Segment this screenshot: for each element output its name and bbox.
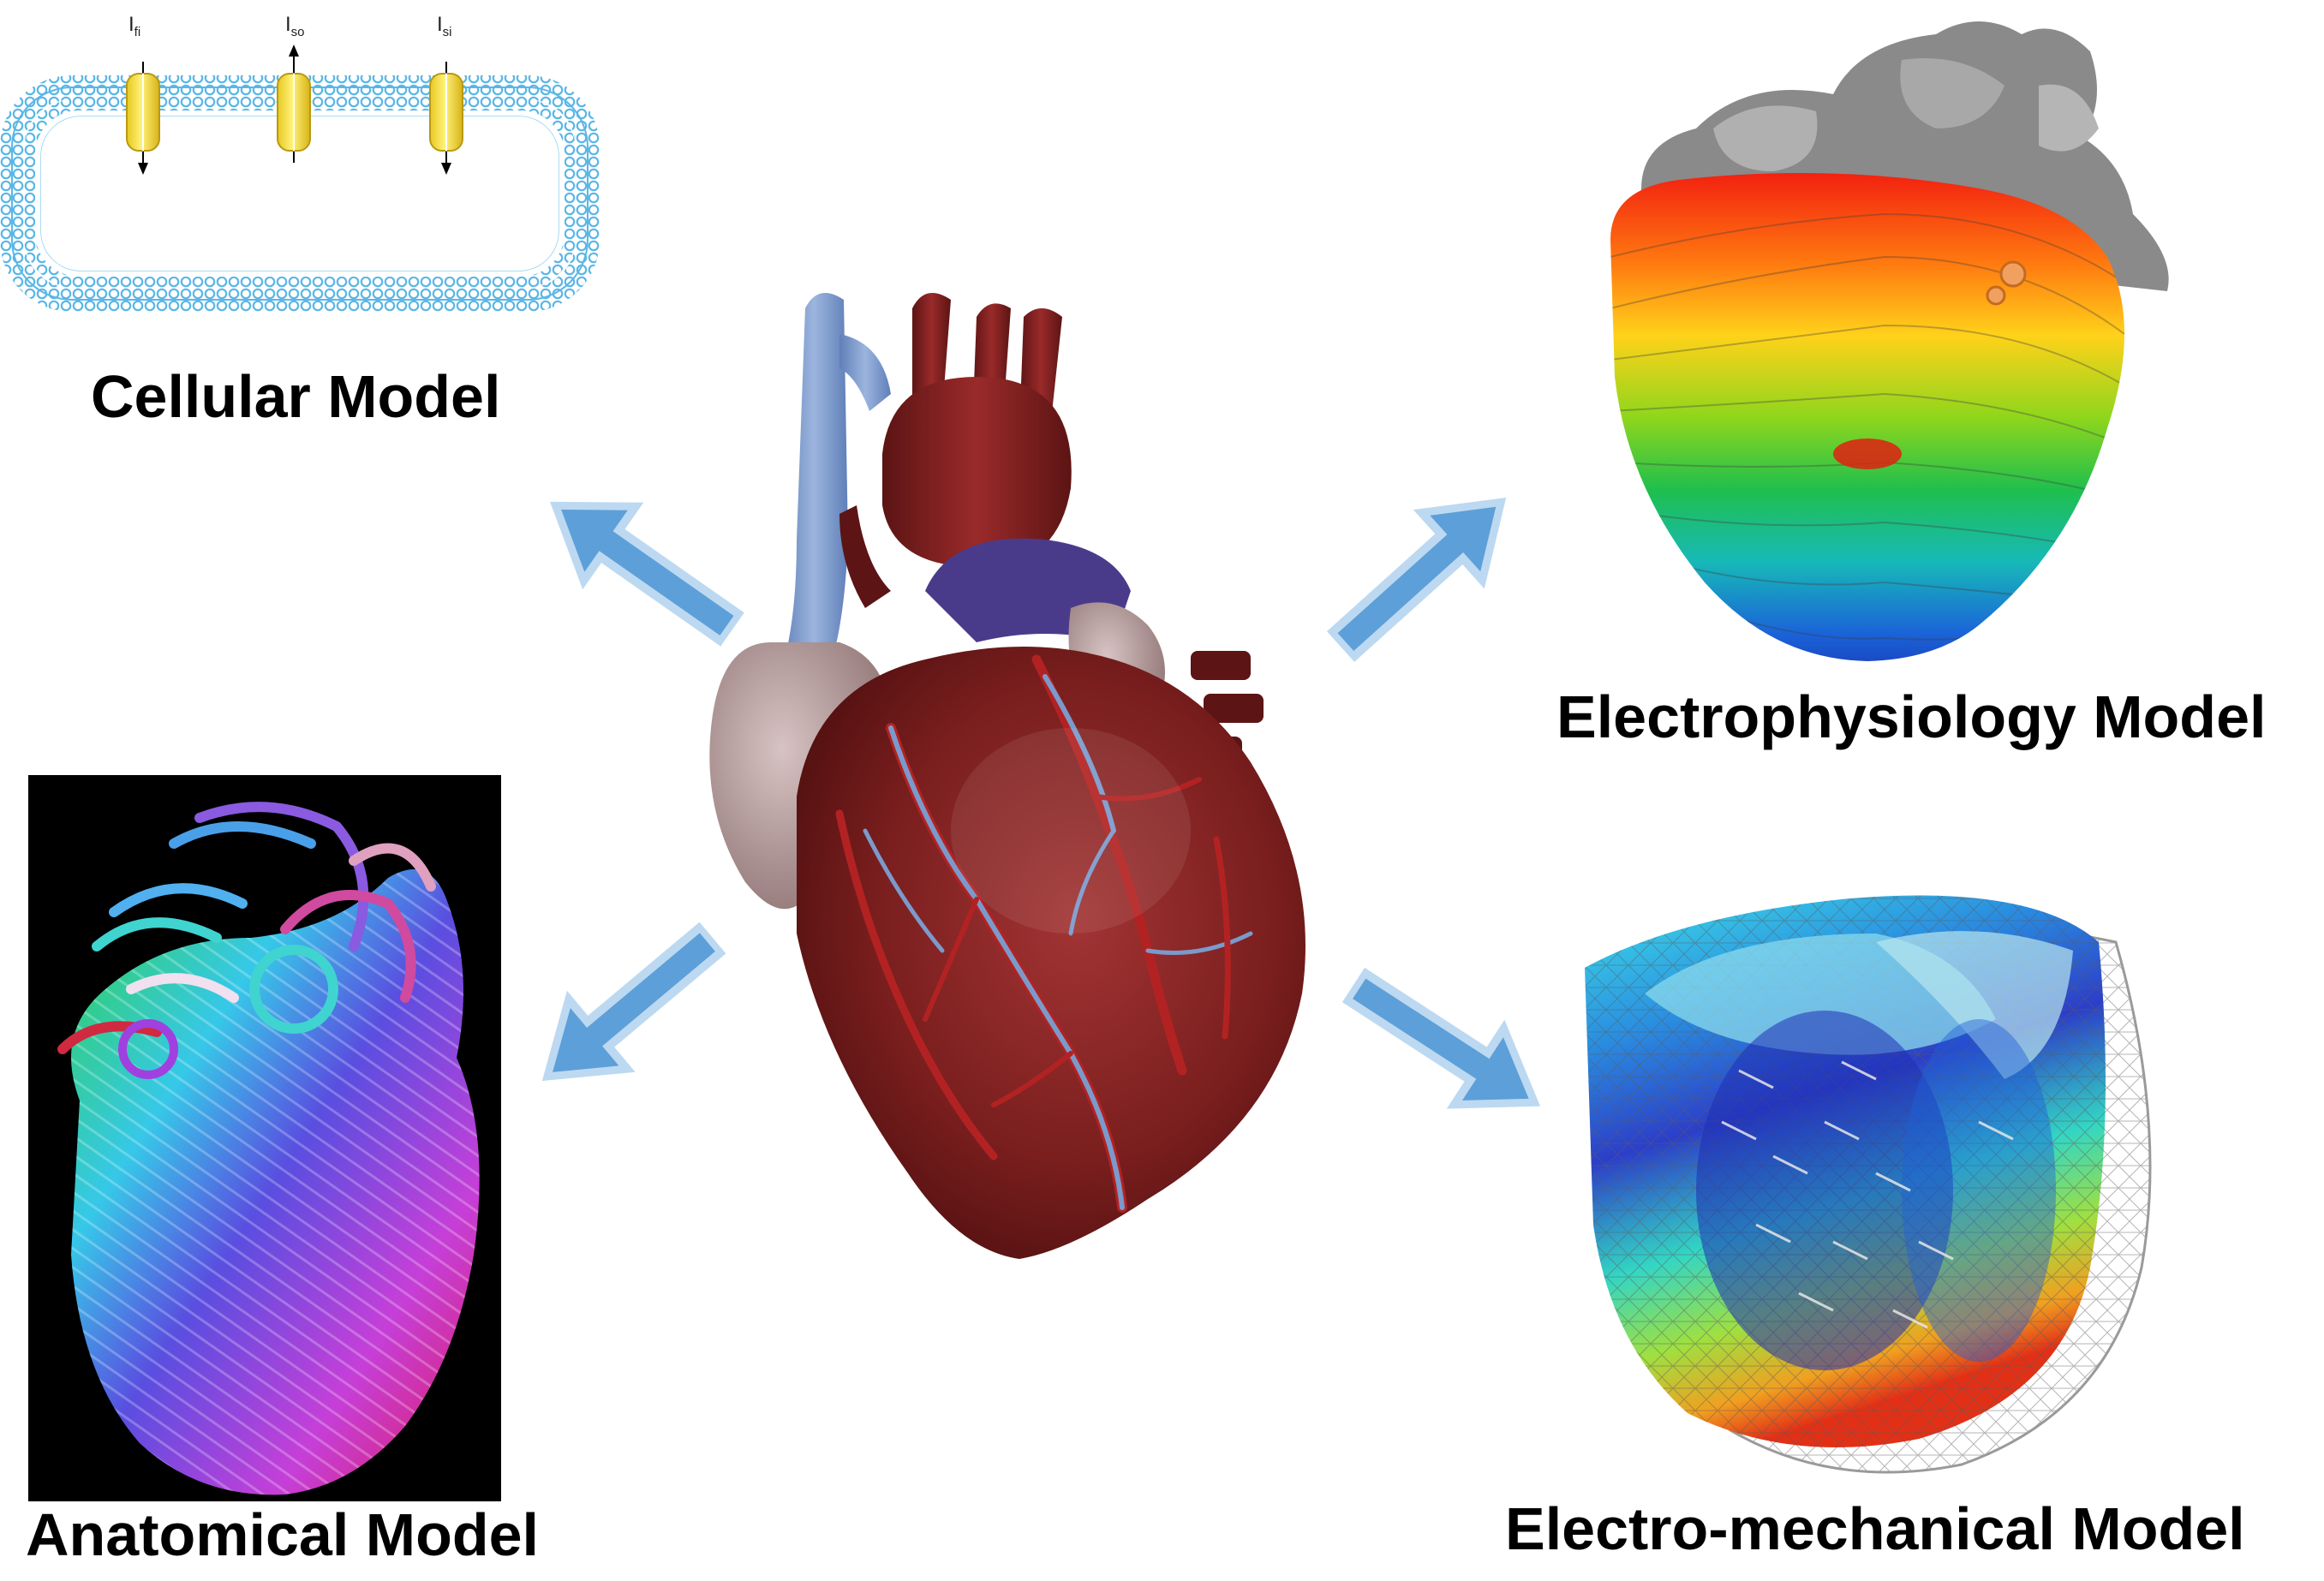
channel-iso-label: Iso [285,13,305,39]
channel-isi: Isi [429,13,463,175]
anatomical-figure [28,775,501,1501]
arrow-to-electro-mechanical-icon [1324,940,1569,1151]
cell-membrane-diagram: Ifi Iso Isi [0,13,600,312]
electrophysiology-figure [1576,0,2193,685]
fiber-tractography [28,775,501,1501]
electro-mechanical-model-label: Electro-mechanical Model [1505,1495,2245,1562]
channel-ifi-label: Ifi [128,13,140,39]
cellular-model-label: Cellular Model [91,363,501,430]
deformation-mesh [1585,895,2152,1474]
vena-cava [780,293,848,685]
channel-ifi: Ifi [126,13,160,175]
channel-isi-label: Isi [437,13,452,39]
anatomical-heart-icon [709,293,1305,1259]
cellular-model-figure: Ifi Iso Isi [0,0,600,343]
channel-iso: Iso [277,13,311,163]
electro-mechanical-figure [1550,865,2202,1499]
aortic-arch [882,377,1072,565]
heart-illustration [668,283,1353,1293]
electrophysiology-model-label: Electrophysiology Model [1556,683,2267,750]
anatomical-model-label: Anatomical Model [26,1501,539,1568]
activation-map [1610,21,2169,661]
